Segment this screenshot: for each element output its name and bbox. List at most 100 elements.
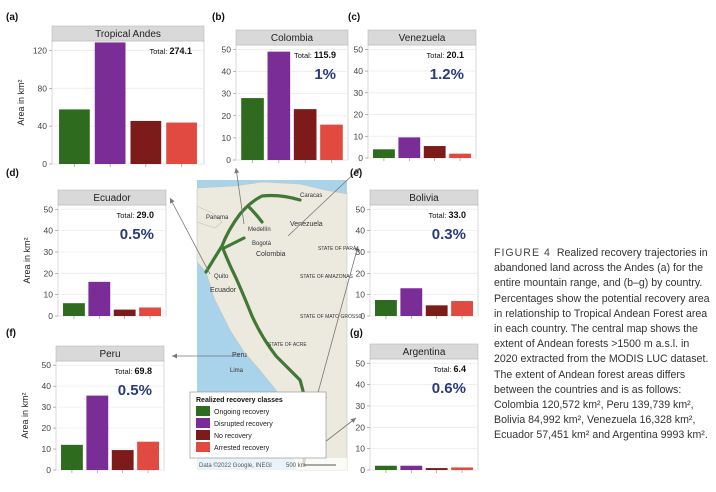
bar bbox=[375, 299, 397, 316]
pointer-arrowhead bbox=[350, 418, 356, 424]
y-tick-label: 20 bbox=[354, 110, 364, 120]
map-label: Peru bbox=[232, 352, 247, 359]
y-tick-label: 20 bbox=[44, 268, 54, 278]
bar bbox=[166, 122, 197, 164]
chart-panel: (c) Venezuela 0 10 20 30 40 50 Total: 20.1 1.2% bbox=[348, 12, 477, 163]
y-tick-label: 50 bbox=[44, 204, 54, 214]
total-value: 69.8 bbox=[134, 366, 152, 376]
panel-title: Venezuela bbox=[399, 33, 446, 44]
y-tick-label: 0 bbox=[46, 465, 51, 475]
total-label: Total: 69.8 bbox=[114, 366, 152, 376]
total-prefix: Total: bbox=[116, 211, 136, 220]
percent-label: 0.5% bbox=[120, 226, 154, 243]
bar bbox=[451, 467, 473, 470]
bar bbox=[451, 301, 473, 316]
bar bbox=[94, 42, 126, 164]
y-tick-label: 10 bbox=[44, 290, 54, 300]
y-tick-label: 0 bbox=[358, 153, 363, 163]
panel-title: Bolivia bbox=[409, 193, 439, 204]
y-tick-label: 20 bbox=[222, 111, 232, 121]
bar bbox=[400, 465, 423, 470]
y-tick-label: 0 bbox=[360, 311, 365, 321]
panel-title-strip bbox=[235, 29, 349, 46]
y-tick-label: 40 bbox=[356, 380, 366, 390]
chart-panel: (b) Colombia 0 10 20 30 40 50 Total: 115.9 1% bbox=[212, 12, 349, 165]
panel-title-strip bbox=[51, 25, 205, 42]
figure-caption: FIGURE 4 Realized recovery trajectories i… bbox=[494, 246, 712, 444]
y-tick-label: 10 bbox=[356, 290, 366, 300]
total-prefix: Total: bbox=[149, 47, 169, 56]
bar bbox=[113, 309, 136, 316]
bar bbox=[61, 444, 83, 470]
y-axis-label: Area in km² bbox=[22, 237, 32, 283]
bar bbox=[375, 465, 397, 470]
legend-label: Arrested recovery bbox=[214, 445, 270, 452]
map-label: STATE OF MATO GROSSO bbox=[300, 314, 363, 320]
bar bbox=[449, 153, 471, 158]
bar bbox=[400, 288, 423, 316]
map-label: STATE OF ACRE bbox=[268, 342, 307, 348]
plot-area bbox=[369, 358, 479, 471]
bar bbox=[398, 137, 421, 158]
y-tick-label: 40 bbox=[356, 226, 366, 236]
y-axis-label: Area in km² bbox=[16, 79, 26, 125]
y-tick-label: 50 bbox=[222, 44, 232, 54]
legend-label: Disrupted recovery bbox=[214, 421, 273, 428]
pointer-arrowhead bbox=[234, 168, 240, 174]
y-tick-label: 30 bbox=[42, 402, 52, 412]
y-tick-label: 30 bbox=[44, 247, 54, 257]
bar bbox=[111, 450, 134, 470]
total-prefix: Total: bbox=[114, 367, 134, 376]
map-label: Caracas bbox=[300, 193, 322, 199]
map-legend: Realized recovery classes Ongoing recover… bbox=[189, 391, 327, 459]
percent-label: 0.5% bbox=[118, 382, 152, 399]
bar bbox=[63, 303, 85, 316]
y-tick-label: 10 bbox=[222, 133, 232, 143]
panel-letter: (g) bbox=[350, 328, 363, 339]
total-value: 29.0 bbox=[136, 210, 154, 220]
y-tick-label: 80 bbox=[38, 83, 48, 93]
caption-label: FIGURE 4 bbox=[494, 247, 551, 259]
y-tick-label: 0 bbox=[360, 465, 365, 475]
panel-title: Peru bbox=[99, 349, 120, 360]
bar bbox=[59, 109, 90, 164]
y-tick-label: 20 bbox=[42, 423, 52, 433]
legend-swatch bbox=[196, 442, 210, 452]
panel-letter: (c) bbox=[348, 12, 360, 23]
panel-arrows bbox=[169, 167, 361, 453]
total-prefix: Total: bbox=[426, 51, 446, 60]
y-tick-label: 40 bbox=[38, 121, 48, 131]
legend-label: Ongoing recovery bbox=[214, 409, 270, 416]
map-land-panama bbox=[196, 205, 223, 229]
panel-letter: (f) bbox=[6, 328, 16, 339]
total-value: 20.1 bbox=[446, 50, 464, 60]
bar bbox=[86, 395, 109, 470]
chart-panel: (d) Ecuador 0 10 20 30 40 50 Area in km² Total: 2… bbox=[6, 168, 167, 321]
legend-label: No recovery bbox=[214, 433, 252, 440]
y-tick-label: 0 bbox=[42, 159, 47, 169]
y-tick-label: 50 bbox=[356, 358, 366, 368]
total-value: 115.9 bbox=[314, 50, 336, 60]
map-label: Panama bbox=[206, 215, 229, 221]
plot-area bbox=[57, 204, 167, 317]
panel-letter: (a) bbox=[6, 12, 18, 23]
bar bbox=[425, 468, 448, 470]
pointer-arrowhead bbox=[354, 168, 360, 174]
bar bbox=[423, 146, 446, 158]
y-tick-label: 10 bbox=[356, 444, 366, 454]
y-tick-label: 30 bbox=[356, 247, 366, 257]
y-tick-label: 30 bbox=[354, 88, 364, 98]
pointer-line bbox=[235, 167, 245, 225]
map-label: Colombia bbox=[256, 251, 286, 258]
map-label: STATE OF AMAZONAS bbox=[300, 274, 354, 280]
y-tick-label: 40 bbox=[354, 66, 364, 76]
y-tick-label: 40 bbox=[42, 381, 52, 391]
y-axis-label: Area in km² bbox=[20, 392, 30, 438]
bar bbox=[267, 51, 291, 161]
panel-title: Ecuador bbox=[93, 193, 131, 204]
percent-label: 0.3% bbox=[432, 226, 466, 243]
bar-panels: (a) Tropical Andes 0 40 80 120 Area in km² Tota… bbox=[6, 12, 479, 475]
y-tick-label: 0 bbox=[48, 311, 53, 321]
total-value: 33.0 bbox=[448, 210, 466, 220]
